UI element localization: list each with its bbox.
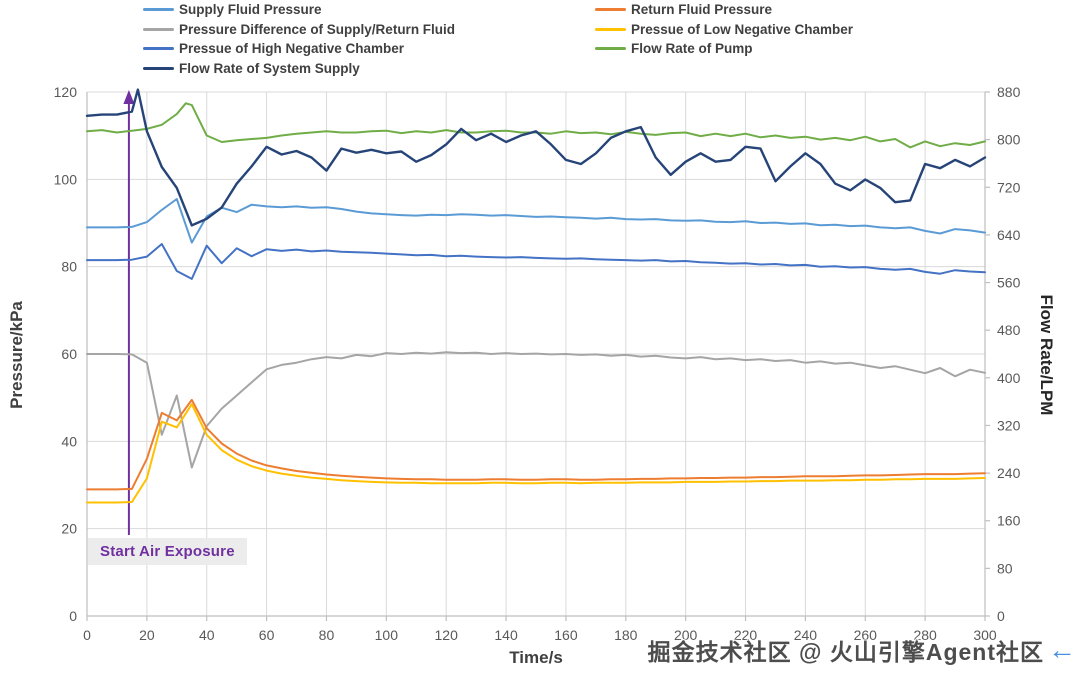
legend-line-icon [595, 8, 626, 11]
y-right-tick-label: 240 [997, 465, 1021, 481]
series-line-supply-fluid-pressure [86, 198, 986, 244]
legend-line-icon [143, 66, 174, 70]
series-line-flow-rate-of-pump [86, 102, 986, 149]
x-tick-label: 80 [319, 627, 335, 643]
series-line-flow-rate-of-system-supply [85, 88, 987, 227]
x-tick-label: 0 [83, 627, 91, 643]
legend-label: Pressure Difference of Supply/Return Flu… [179, 21, 456, 37]
legend-item-return-fluid-pressure: Return Fluid Pressure [595, 1, 772, 18]
legend-line-icon [143, 27, 174, 31]
legend-item-supply-fluid-pressure: Supply Fluid Pressure [143, 1, 322, 18]
y-right-tick-label: 80 [997, 560, 1013, 576]
legend-line-icon [595, 27, 626, 31]
x-tick-label: 260 [854, 627, 878, 643]
y-left-tick-label: 60 [61, 346, 77, 362]
x-tick-label: 240 [794, 627, 818, 643]
y-right-tick-label: 800 [997, 132, 1021, 148]
legend-label: Return Fluid Pressure [631, 2, 773, 17]
y-left-tick-label: 20 [61, 521, 77, 537]
y-left-tick-label: 0 [69, 608, 77, 624]
legend-line-icon [143, 47, 174, 50]
annotation-label: Start Air Exposure [88, 538, 247, 565]
annotation-arrow-icon [123, 90, 135, 104]
x-tick-label: 40 [199, 627, 215, 643]
back-arrow-icon[interactable]: ← [1048, 634, 1076, 665]
legend-item-flow-rate-of-pump: Flow Rate of Pump [595, 40, 753, 57]
x-tick-label: 60 [259, 627, 275, 643]
y-left-tick-label: 80 [61, 259, 77, 275]
x-tick-label: 220 [734, 627, 758, 643]
y-right-tick-label: 560 [997, 275, 1021, 291]
legend-item-flow-rate-of-system-supply: Flow Rate of System Supply [143, 60, 360, 77]
series-line-pressue-of-high-negative-chamber [86, 243, 986, 280]
x-tick-label: 200 [674, 627, 698, 643]
y-axis-left-title: Pressure/kPa [7, 301, 26, 409]
x-tick-label: 100 [375, 627, 399, 643]
x-tick-label: 120 [435, 627, 459, 643]
legend-label: Pressue of High Negative Chamber [179, 41, 405, 56]
y-right-tick-label: 160 [997, 513, 1021, 529]
x-tick-label: 300 [973, 627, 997, 643]
x-axis-title: Time/s [509, 648, 563, 667]
y-right-tick-label: 400 [997, 370, 1021, 386]
y-right-tick-label: 480 [997, 322, 1021, 338]
legend-label: Flow Rate of Pump [631, 41, 753, 56]
series-line-pressure-difference-of-supply-return-fluid [86, 351, 986, 469]
series-line-pressue-of-low-negative-chamber [86, 403, 986, 504]
x-tick-label: 280 [913, 627, 937, 643]
y-right-tick-label: 320 [997, 417, 1021, 433]
y-left-tick-label: 40 [61, 433, 77, 449]
legend-line-icon [143, 8, 174, 11]
legend-label: Pressue of Low Negative Chamber [631, 21, 854, 37]
x-tick-label: 160 [554, 627, 578, 643]
y-right-tick-label: 0 [997, 608, 1005, 624]
y-left-tick-label: 100 [54, 171, 78, 187]
legend-item-pressue-of-low-negative-chamber: Pressue of Low Negative Chamber [595, 21, 853, 38]
y-right-tick-label: 640 [997, 227, 1021, 243]
legend-label: Supply Fluid Pressure [179, 2, 322, 17]
x-tick-label: 180 [614, 627, 638, 643]
legend-line-icon [595, 47, 626, 50]
legend-label: Flow Rate of System Supply [179, 60, 360, 76]
series-line-return-fluid-pressure [86, 398, 986, 491]
legend-item-pressue-of-high-negative-chamber: Pressue of High Negative Chamber [143, 40, 404, 57]
y-right-tick-label: 880 [997, 84, 1021, 100]
y-left-tick-label: 120 [54, 84, 78, 100]
x-tick-label: 140 [494, 627, 518, 643]
legend-item-pressure-difference-of-supply-return-fluid: Pressure Difference of Supply/Return Flu… [143, 21, 455, 38]
x-tick-label: 20 [139, 627, 155, 643]
y-axis-right-title: Flow Rate/LPM [1037, 294, 1056, 416]
y-right-tick-label: 720 [997, 179, 1021, 195]
